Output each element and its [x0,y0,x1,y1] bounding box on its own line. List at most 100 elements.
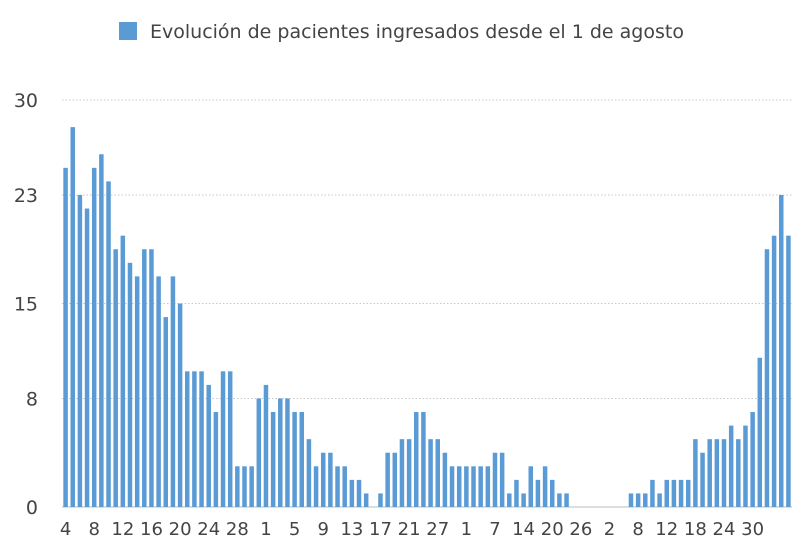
x-tick-label: 16 [140,519,163,540]
bar [736,439,741,507]
x-tick-label: 30 [741,519,764,540]
bar [728,425,734,507]
bar [292,412,297,507]
legend: Evolución de pacientes ingresados desde … [119,21,684,43]
y-tick-label: 0 [26,497,38,519]
bar [242,466,247,507]
gridlines [62,99,792,508]
bar [356,479,362,507]
bar [349,479,355,507]
bar [149,249,154,508]
x-tick-label: 1 [260,519,271,540]
bar [464,466,469,507]
bar [542,466,548,507]
bar [392,452,398,507]
y-tick-label: 15 [14,294,38,316]
bar [399,439,405,507]
bar [227,371,233,507]
bar [786,235,791,508]
bar [779,194,784,507]
bar [700,452,705,507]
bar [507,493,512,507]
bar [99,154,104,507]
x-tick-label: 1 [461,519,472,540]
x-tick-label: 8 [632,519,643,540]
bar [564,493,569,507]
x-tick-label: 17 [369,519,392,540]
bar [743,425,748,507]
bar [256,398,262,507]
bar [514,479,519,507]
legend-label: Evolución de pacientes ingresados desde … [150,21,684,43]
bar [220,371,226,507]
bar [478,466,483,507]
bar [442,452,448,507]
y-tick-label: 30 [14,90,38,112]
y-tick-label: 8 [26,388,38,410]
x-tick-label: 2 [604,519,615,540]
bar [142,249,147,508]
x-tick-label: 28 [226,519,249,540]
x-tick-label: 12 [655,519,678,540]
bar [685,479,691,507]
bar [113,249,118,508]
bar [771,235,777,508]
x-tick-label: 26 [569,519,592,540]
bar [528,466,534,507]
bar [550,479,555,507]
bar [77,194,83,507]
bar [421,412,426,507]
bar [278,398,283,507]
bar [320,452,326,507]
x-tick-label: 20 [541,519,564,540]
bar [635,493,641,507]
bar [285,398,290,507]
bar [750,412,755,507]
x-tick-label: 4 [60,519,71,540]
bar [557,493,562,507]
bar [335,466,340,507]
bar [657,493,662,507]
bar [249,466,254,507]
bar [485,466,491,507]
y-tick-label: 23 [14,185,38,207]
bar [428,439,433,507]
bar [757,357,763,507]
bar [328,452,333,507]
x-tick-label: 12 [111,519,134,540]
x-tick-label: 5 [289,519,300,540]
bar [270,412,276,507]
bar [714,439,720,507]
bars [63,127,791,508]
bar [84,208,90,507]
bar [521,493,526,507]
x-tick-label: 9 [318,519,329,540]
bar [671,479,677,507]
bar [263,384,269,507]
bar [693,439,698,507]
bar [235,466,240,507]
bar [213,412,219,507]
bar [650,479,655,507]
bar [206,384,211,507]
bar [385,452,390,507]
bar [91,167,97,507]
x-axis: 4 8 12 16 20 24 28 1 5 9 13 17 21 27 1 7 14 20 26 2 8 12 18 24 3… [60,519,764,540]
y-axis: 0 8 15 23 30 [14,90,38,519]
bar [120,235,126,508]
x-tick-label: 14 [512,519,535,540]
bar [707,439,712,507]
bar [192,371,197,507]
x-tick-label: 24 [713,519,736,540]
bar [363,493,369,507]
bar [492,452,498,507]
x-tick-label: 20 [169,519,192,540]
bar [177,303,183,507]
bar [435,439,440,507]
bar [127,262,133,507]
x-tick-label: 24 [197,519,220,540]
bar [70,127,75,507]
bar [456,466,462,507]
bar [313,466,319,507]
